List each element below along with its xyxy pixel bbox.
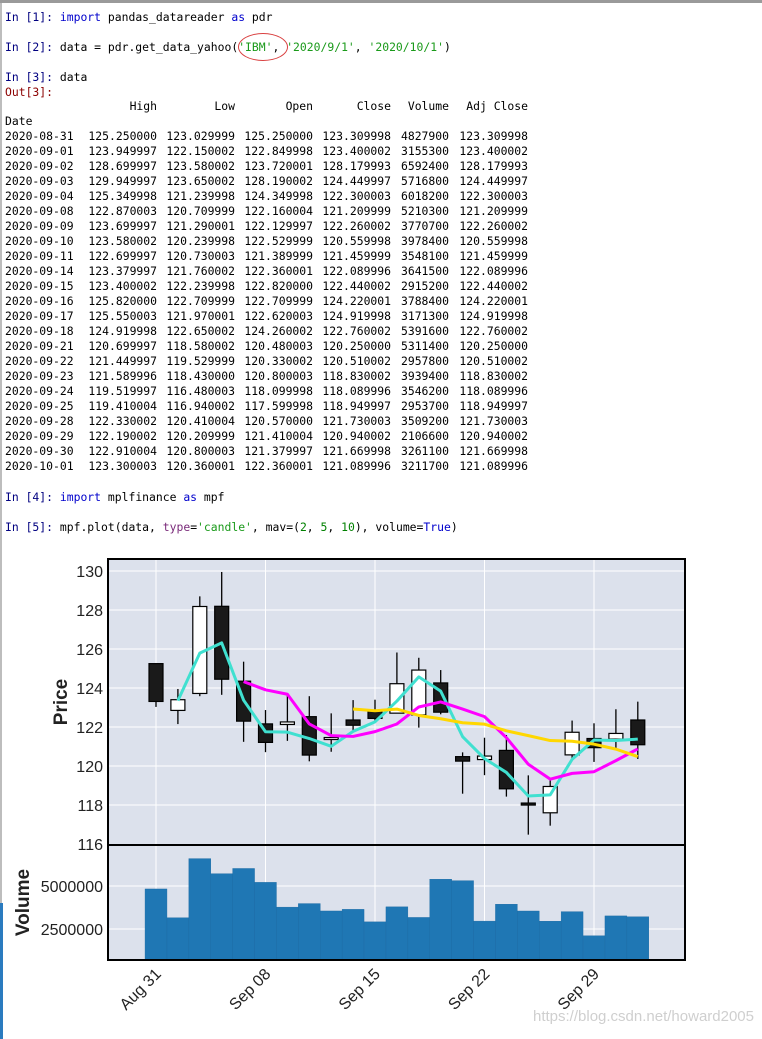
selected-cell-indicator (0, 903, 3, 1039)
table-row: 2020-09-11 122.699997 120.730003 121.389999… (5, 249, 528, 263)
cell-prompt: In [4]: (5, 490, 54, 504)
table-header: High Low Open Close Volume Adj Close (129, 99, 528, 113)
window-top-border (0, 0, 762, 3)
table-row: 2020-09-21 120.699997 118.580002 120.480003… (5, 339, 528, 353)
index-name-row: Date (5, 114, 33, 128)
output-prompt: Out[3]: (5, 85, 54, 99)
table-row: 2020-09-17 125.550003 121.970001 122.620003… (5, 309, 528, 323)
svg-text:126: 126 (76, 642, 103, 659)
table-row: 2020-09-16 125.820000 122.709999 122.709999… (5, 294, 528, 308)
svg-text:5000000: 5000000 (41, 879, 103, 896)
table-row: 2020-09-09 123.699997 121.290001 122.129997… (5, 219, 528, 233)
svg-text:Aug 31: Aug 31 (117, 966, 165, 1014)
cell-code: import pandas_datareader as pdr (59, 10, 273, 24)
cell-prompt: In [3]: (5, 70, 54, 84)
annotation-circle (238, 33, 288, 61)
svg-text:Sep 15: Sep 15 (336, 966, 384, 1014)
cell-code: data (53, 70, 88, 84)
table-row: 2020-10-01 123.300003 120.360001 122.360001… (5, 459, 528, 473)
table-row: 2020-09-03 129.949997 123.650002 128.190002… (5, 174, 528, 188)
table-row: 2020-09-22 121.449997 119.529999 120.330002… (5, 354, 528, 368)
candlestick-chart: 116 118 120 122 124 126 128 130 2500000 5000000 Pr… (13, 558, 686, 1014)
table-row: 2020-09-28 122.330002 120.410004 120.570000… (5, 414, 528, 428)
cell-left-border (0, 3, 2, 903)
svg-text:118: 118 (77, 798, 103, 815)
code-cell-3[interactable]: In [3]: data (5, 70, 87, 84)
watermark: https://blog.csdn.net/howard2005 (533, 1008, 754, 1025)
table-row: 2020-09-15 123.400002 122.239998 122.820000… (5, 279, 528, 293)
table-row: 2020-09-14 123.379997 121.760002 122.360001… (5, 264, 528, 278)
output-prompt-line: Out[3]: (5, 85, 53, 99)
svg-text:Sep 29: Sep 29 (555, 966, 603, 1014)
svg-text:120: 120 (76, 759, 103, 776)
table-row: 2020-09-25 119.410004 116.940002 117.599998… (5, 399, 528, 413)
table-row: 2020-09-23 121.589996 118.430000 120.800003… (5, 369, 528, 383)
svg-text:116: 116 (77, 837, 103, 854)
table-row: 2020-09-24 119.519997 116.480003 118.099998… (5, 384, 528, 398)
table-row: 2020-09-18 124.919998 122.650002 124.260002… (5, 324, 528, 338)
cell-prompt: In [5]: (5, 520, 54, 534)
table-row: 2020-08-31 125.250000 123.029999 125.250000… (5, 129, 528, 143)
svg-text:130: 130 (76, 564, 103, 581)
table-row: 2020-09-04 125.349998 121.239998 124.349998… (5, 189, 528, 203)
cell-prompt: In [1]: (5, 10, 54, 24)
table-row: 2020-09-29 122.190002 120.209999 121.410004… (5, 429, 528, 443)
svg-text:Sep 22: Sep 22 (445, 966, 493, 1014)
cell-code: mpf.plot(data, type='candle', mav=(2, 5,… (53, 520, 458, 534)
code-cell-4[interactable]: In [4]: import mplfinance as mpf (5, 490, 224, 504)
svg-text:128: 128 (76, 603, 103, 620)
table-row: 2020-09-10 123.580002 120.239998 122.529999… (5, 234, 528, 248)
svg-text:Sep 08: Sep 08 (226, 966, 274, 1014)
code-cell-1[interactable]: In [1]: import pandas_datareader as pdr (5, 10, 273, 24)
table-row: 2020-09-01 123.949997 122.150002 122.849998… (5, 144, 528, 158)
table-row: 2020-09-02 128.699997 123.580002 123.720001… (5, 159, 528, 173)
dataframe-output: High Low Open Close Volume Adj Close Date 2020-… (5, 99, 528, 474)
code-cell-2[interactable]: In [2]: data = pdr.get_data_yahoo('IBM',… (5, 40, 451, 54)
svg-text:Price: Price (51, 679, 72, 725)
cell-prompt: In [2]: (5, 40, 54, 54)
svg-text:122: 122 (76, 720, 103, 737)
svg-text:124: 124 (76, 681, 103, 698)
table-row: 2020-09-30 122.910004 120.800003 121.379997… (5, 444, 528, 458)
svg-text:Volume: Volume (13, 869, 34, 936)
cell-code: import mplfinance as mpf (59, 490, 225, 504)
table-row: 2020-09-08 122.870003 120.709999 122.160004… (5, 204, 528, 218)
code-cell-5[interactable]: In [5]: mpf.plot(data, type='candle', ma… (5, 520, 458, 534)
svg-text:2500000: 2500000 (41, 922, 103, 939)
